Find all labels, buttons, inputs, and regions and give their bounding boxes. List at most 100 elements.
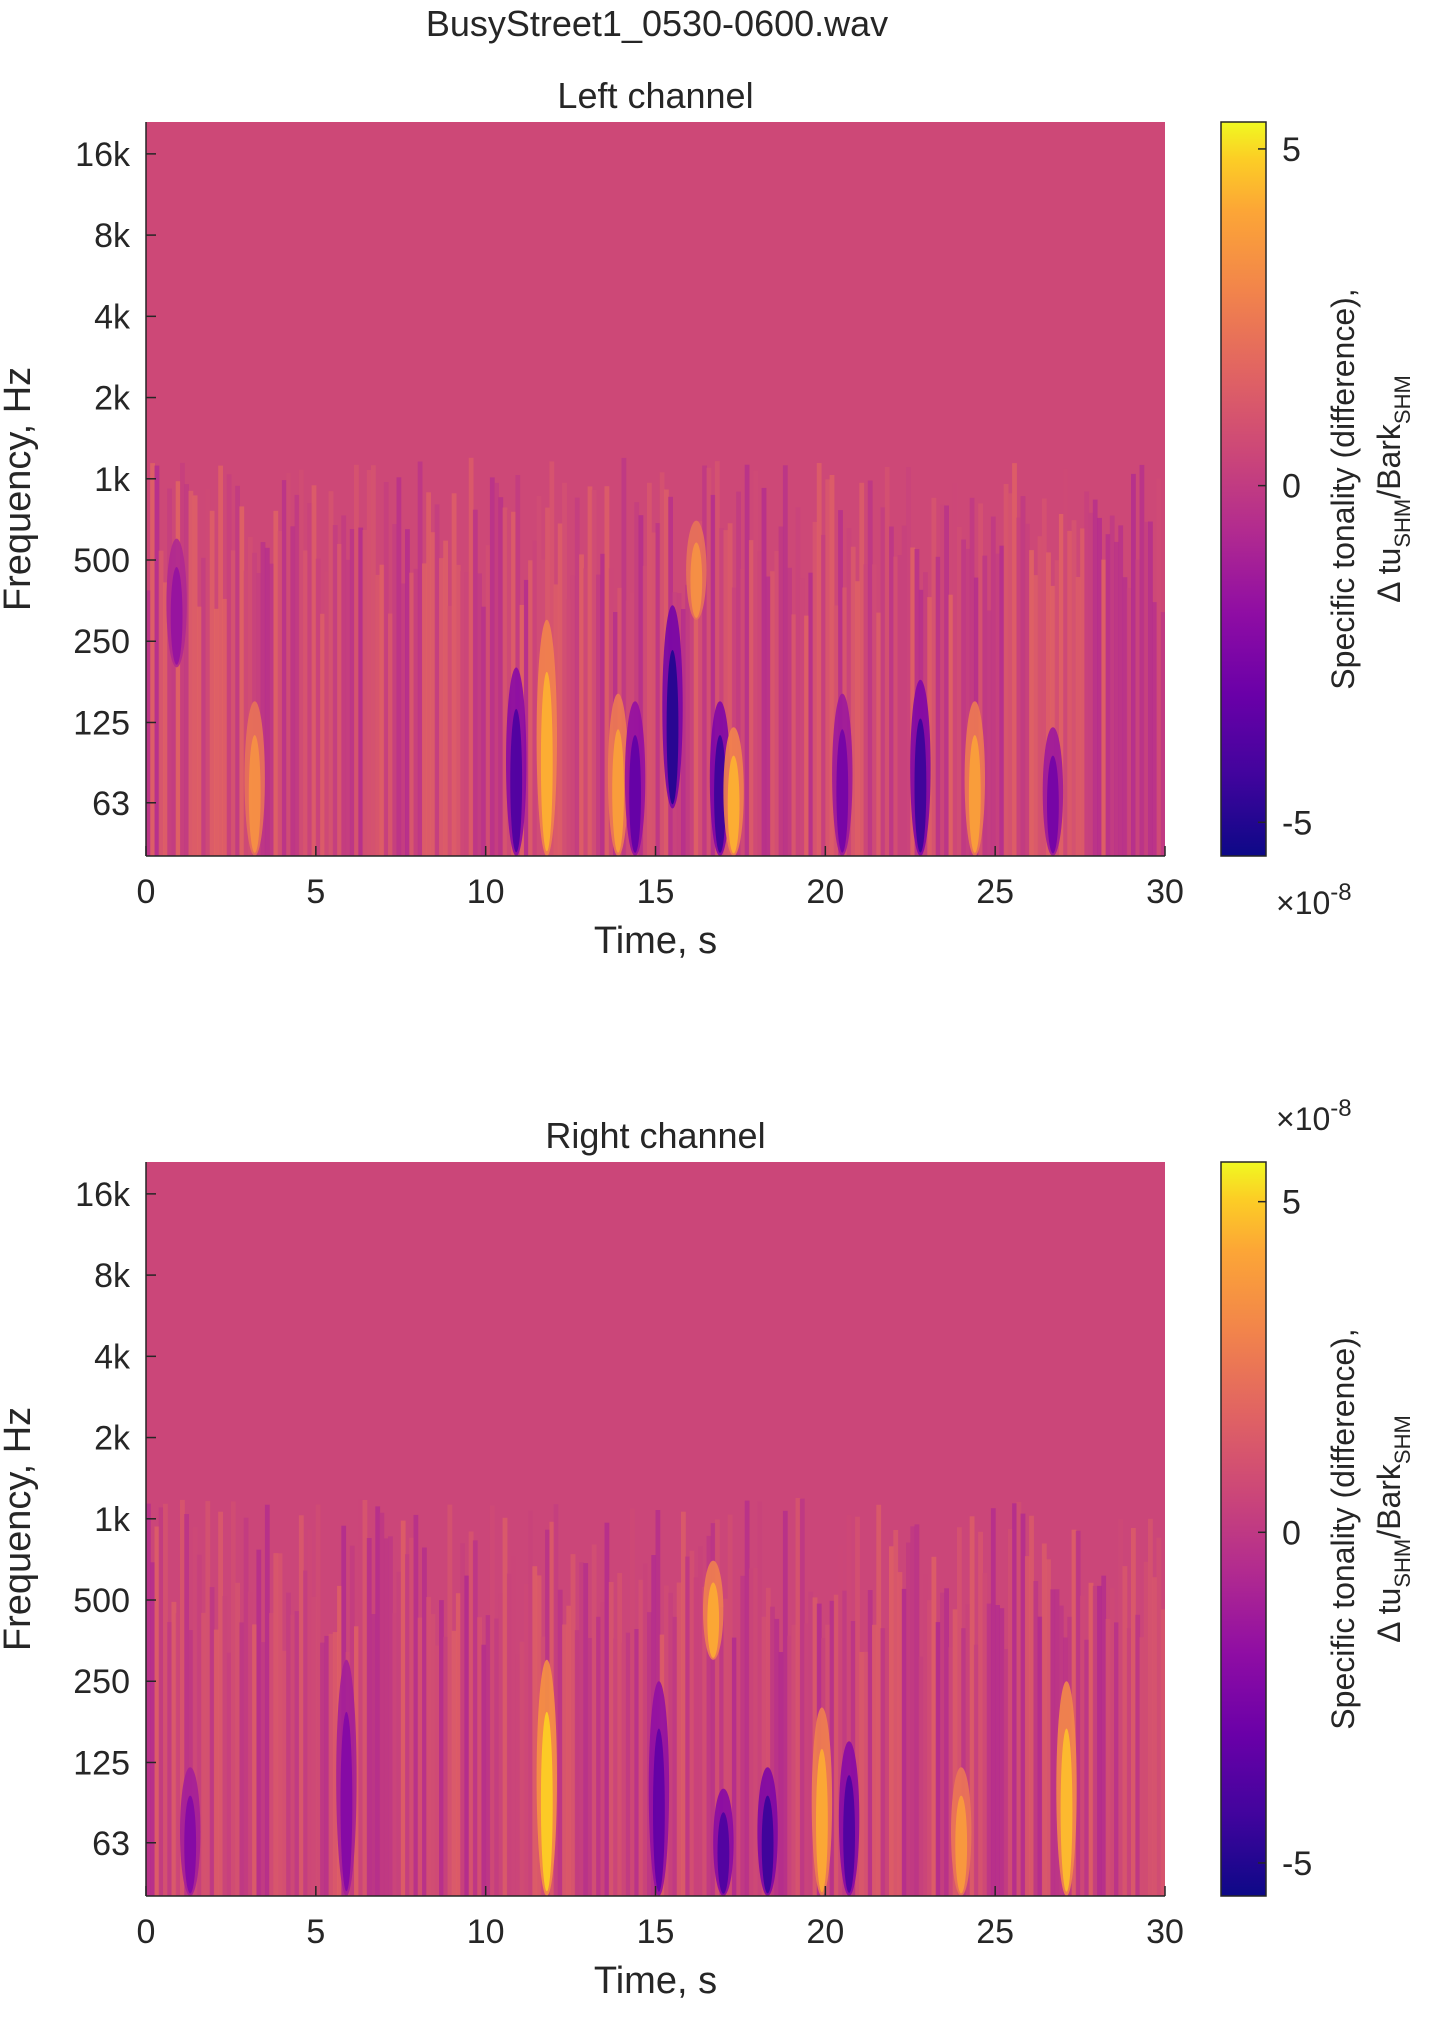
heatmap-strip: [838, 510, 843, 856]
heatmap-strip: [965, 548, 971, 856]
heatmap-strip: [944, 505, 949, 856]
heatmap-strip: [1071, 1529, 1077, 1896]
y-tick-label: 250: [73, 623, 130, 661]
heatmap-strip: [430, 1614, 436, 1896]
heatmap-strip: [702, 1586, 707, 1896]
heatmap-strip: [1084, 491, 1090, 856]
heatmap-feature-core: [540, 671, 553, 852]
heatmap-feature-core: [248, 735, 261, 853]
heatmap-strip: [1092, 499, 1098, 856]
heatmap-feature-core: [914, 718, 927, 853]
heatmap-feature-core: [184, 1795, 197, 1894]
heatmap-strip: [557, 523, 563, 856]
heatmap-strip: [451, 1630, 457, 1896]
heatmap-strip: [485, 1615, 491, 1896]
heatmap-strip: [273, 1553, 279, 1896]
heatmap-strip: [205, 1501, 211, 1896]
heatmap-strip: [451, 493, 457, 856]
heatmap-strip: [184, 484, 189, 856]
heatmap-strip: [226, 1652, 232, 1896]
heatmap-strip: [859, 482, 865, 856]
heatmap-strip: [706, 467, 712, 856]
panel-title: Right channel: [545, 1115, 765, 1156]
x-axis-label: Time, s: [594, 920, 717, 962]
heatmap-strip: [146, 1503, 151, 1896]
y-tick-label: 2k: [94, 1420, 131, 1458]
heatmap-strip: [897, 555, 903, 856]
heatmap-strip: [307, 1529, 313, 1896]
heatmap-strip: [362, 1500, 368, 1896]
heatmap-strip: [167, 488, 172, 856]
heatmap-strip: [1020, 1513, 1026, 1896]
heatmap-strip: [638, 1579, 644, 1896]
colorbar-label: Specific tonality (difference), Δ tuSHM/B…: [1325, 288, 1415, 689]
heatmap-strip: [1101, 559, 1107, 856]
heatmap-strip: [494, 1618, 499, 1896]
heatmap-strip: [498, 497, 504, 856]
heatmap-strip: [1024, 1556, 1030, 1896]
heatmap-strip: [574, 1630, 580, 1896]
heatmap-strip: [1080, 1595, 1085, 1896]
heatmap-strip: [226, 474, 232, 856]
heatmap-strip: [748, 540, 754, 856]
heatmap-strip: [889, 526, 894, 856]
heatmap-strip: [935, 1622, 941, 1896]
y-tick-label: 8k: [94, 217, 131, 255]
heatmap-strip: [1075, 1530, 1081, 1896]
heatmap-strip: [163, 582, 168, 856]
heatmap-strip: [583, 1563, 589, 1896]
chart-panel-1: 0 5 10 15 20 25 30 63 125 250 500 1k 2k 4k 8k 16k Left c…: [0, 75, 1415, 962]
heatmap-strip: [889, 1546, 894, 1896]
heatmap-strip: [672, 1616, 678, 1896]
heatmap-strip: [422, 1547, 427, 1896]
heatmap-strip: [320, 613, 325, 856]
heatmap-strip: [523, 1583, 529, 1896]
heatmap-strip: [791, 614, 797, 856]
heatmap-strip: [1054, 560, 1060, 856]
heatmap-strip: [710, 494, 716, 856]
colorbar-label-line1: Specific tonality (difference),: [1325, 288, 1361, 689]
heatmap-strip: [396, 477, 402, 856]
heatmap-strip: [498, 1593, 504, 1896]
heatmap-strip: [196, 606, 202, 856]
heatmap-strip: [876, 612, 882, 856]
heatmap-strip: [477, 1617, 482, 1896]
heatmap-strip: [765, 1587, 771, 1896]
heatmap-strip: [455, 1593, 461, 1896]
heatmap-strip: [583, 568, 589, 856]
heatmap-strip: [884, 467, 890, 856]
heatmap-strip: [596, 574, 601, 856]
heatmap-strip: [625, 1632, 631, 1896]
heatmap-strip: [209, 510, 215, 856]
heatmap-strip: [532, 540, 538, 856]
heatmap-strip: [719, 528, 724, 856]
heatmap-strip: [379, 1512, 385, 1896]
heatmap-strip: [180, 462, 185, 856]
heatmap-strip: [460, 1543, 465, 1896]
heatmap-strip: [969, 1516, 975, 1896]
heatmap-strip: [256, 1549, 262, 1896]
heatmap-strip: [247, 536, 253, 856]
heatmap-strip: [990, 1508, 996, 1896]
heatmap-strip: [566, 1605, 572, 1896]
heatmap-strip: [1160, 1609, 1165, 1896]
heatmap-strip: [706, 1535, 712, 1896]
heatmap-strip: [184, 1514, 189, 1896]
heatmap-feature-core: [714, 735, 726, 853]
heatmap-strip: [1122, 1566, 1128, 1896]
heatmap-strip: [218, 1511, 223, 1896]
heatmap-feature-core: [968, 735, 981, 853]
heatmap-strip: [332, 525, 338, 856]
colorbar-exponent: ×10-8: [1276, 1095, 1352, 1137]
heatmap-strip: [396, 1571, 402, 1896]
heatmap-strip: [481, 1644, 487, 1896]
heatmap-strip: [948, 1647, 954, 1896]
heatmap-strip: [171, 583, 177, 856]
heatmap-strip: [757, 551, 763, 856]
heatmap-strip: [477, 573, 482, 856]
heatmap-feature-core: [727, 755, 740, 854]
heatmap-strip: [901, 1588, 907, 1896]
heatmap-strip: [999, 1608, 1005, 1896]
colorbar-tick-label: -5: [1282, 1845, 1312, 1883]
heatmap-strip: [753, 470, 758, 856]
